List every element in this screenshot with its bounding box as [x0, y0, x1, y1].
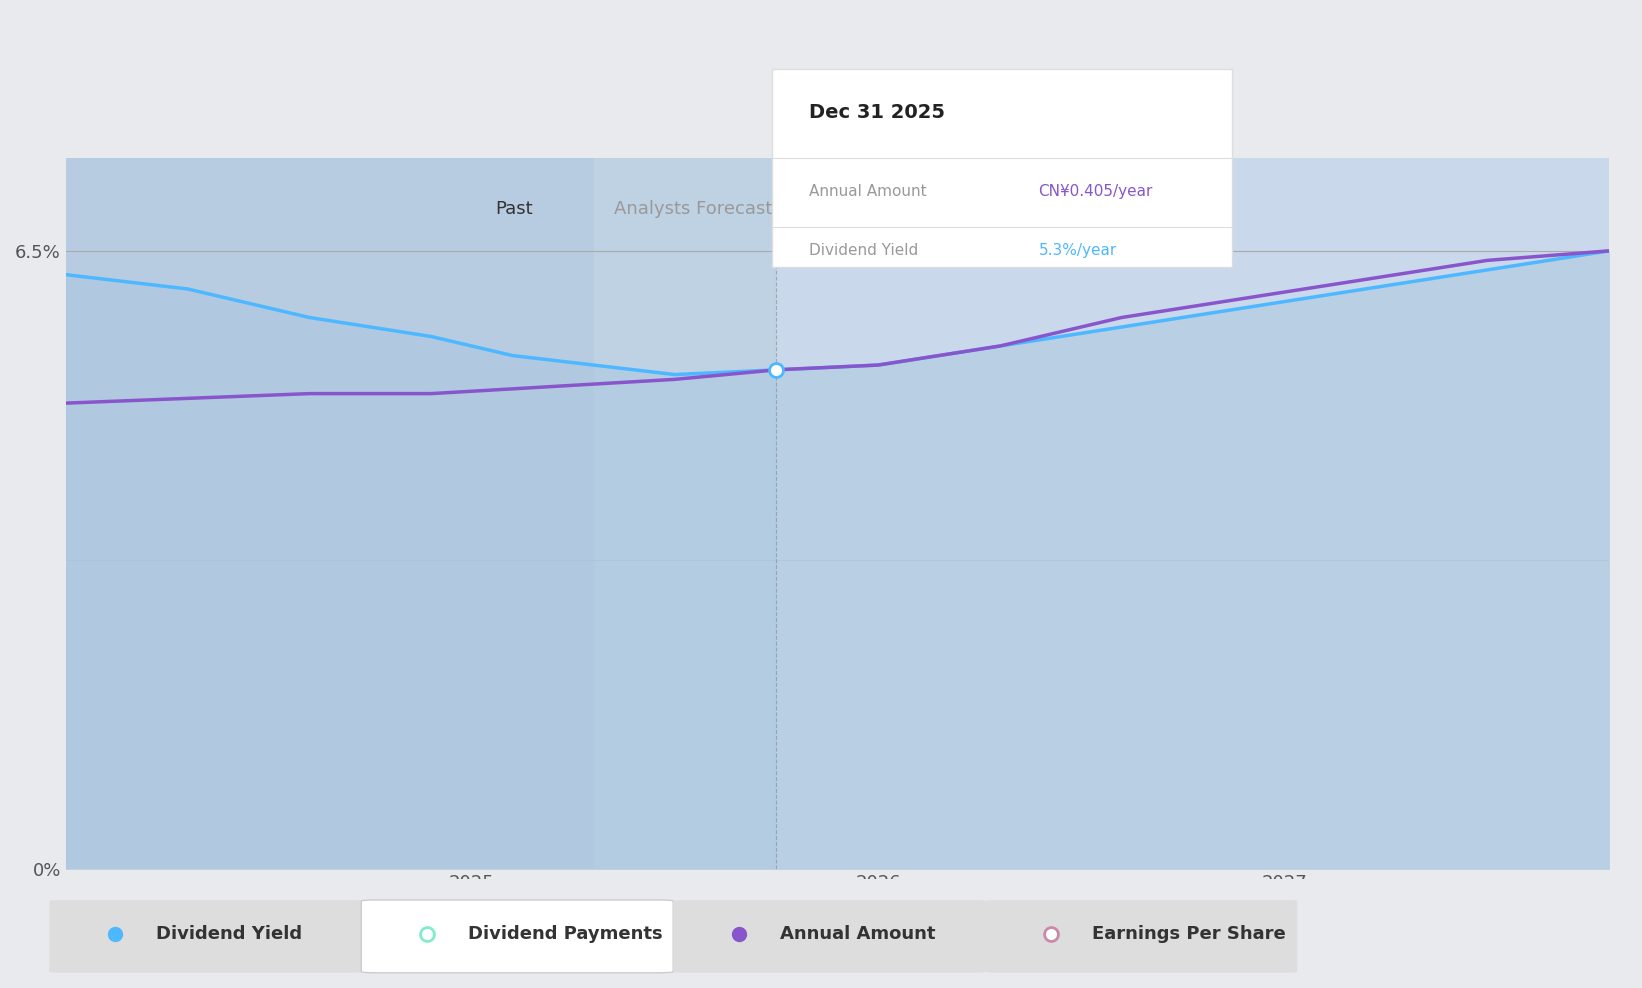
Bar — [594, 158, 777, 869]
FancyBboxPatch shape — [985, 900, 1297, 973]
Text: Past: Past — [496, 200, 532, 217]
Text: Dividend Yield: Dividend Yield — [808, 243, 918, 259]
Text: Annual Amount: Annual Amount — [780, 925, 936, 943]
Text: Dividend Payments: Dividend Payments — [468, 925, 663, 943]
Text: Dividend Yield: Dividend Yield — [156, 925, 302, 943]
Bar — [66, 158, 777, 869]
Text: Analysts Forecasts: Analysts Forecasts — [614, 200, 782, 217]
Text: CN¥0.405/year: CN¥0.405/year — [1038, 184, 1153, 200]
FancyBboxPatch shape — [49, 900, 361, 973]
Text: Earnings Per Share: Earnings Per Share — [1092, 925, 1286, 943]
Text: 5.3%/year: 5.3%/year — [1038, 243, 1117, 259]
FancyBboxPatch shape — [361, 900, 673, 973]
Text: Annual Amount: Annual Amount — [808, 184, 926, 200]
Text: Dec 31 2025: Dec 31 2025 — [808, 103, 944, 123]
FancyBboxPatch shape — [673, 900, 985, 973]
